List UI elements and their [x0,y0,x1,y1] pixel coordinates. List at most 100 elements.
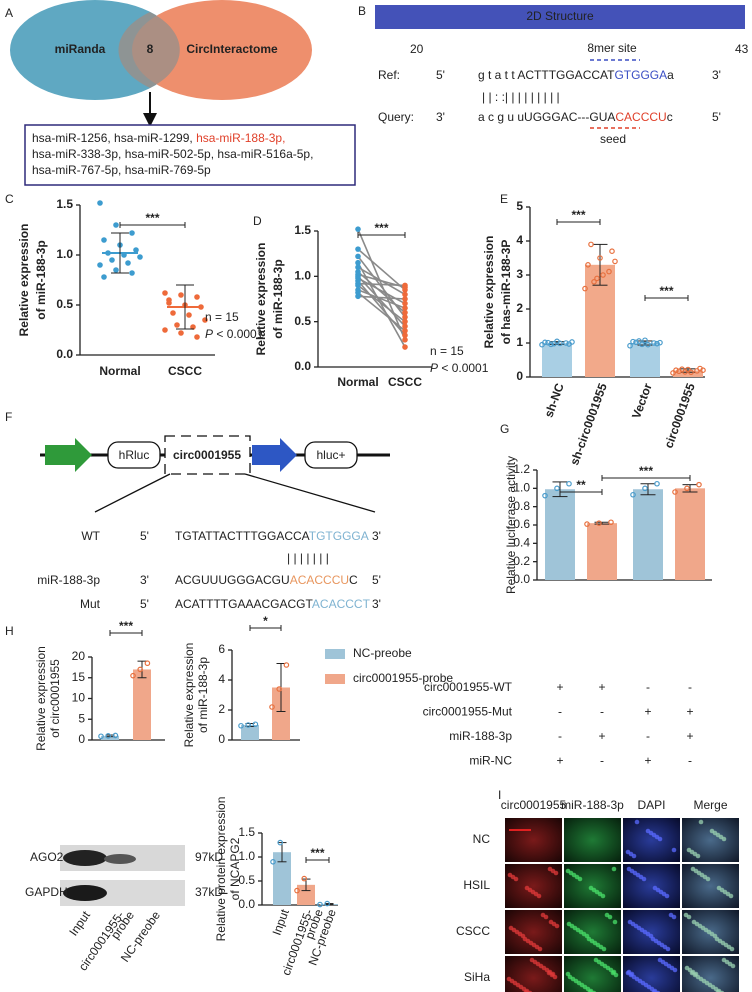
point [283,662,290,668]
cell-dot [566,921,572,927]
bar [297,884,315,905]
size-label: 37kD [195,885,223,899]
cell-dot [593,957,599,963]
point [630,338,636,345]
sequence-part: ACATTTTGAAACGACGT [175,597,313,611]
venn-right [132,0,312,100]
sequence-part: TGTATTACTTTGGACCA [175,529,310,543]
point [402,305,408,311]
cell-dot [604,912,610,918]
sequence-part: a [667,68,674,82]
micrograph [564,910,621,954]
y-tick-label: 0.0 [294,359,311,373]
cell-dot [683,912,689,918]
cell-dot [529,957,535,963]
cell-dot [506,976,512,982]
significance-label: *** [571,208,585,222]
position: 43 [735,42,749,56]
micrograph [682,818,739,862]
point [657,339,663,346]
y-tick-label: 5 [516,199,523,213]
cell-dot [540,912,546,918]
point [402,282,408,289]
bar [133,669,151,740]
sequence-part: a c g u uUGGGAC---GUA [478,110,615,124]
point [355,253,361,260]
note: n = 15 [205,310,239,324]
point [606,268,612,275]
sequence-part: TGTGGGA [309,529,369,543]
point [133,247,139,253]
point [402,291,408,298]
note-text: < 0.0001 [438,361,489,375]
row-label: circ0001955-WT [424,680,513,694]
zoom-line [244,473,376,513]
hrluc-box [107,441,161,469]
point [162,327,168,333]
point [685,366,691,373]
y-tick-label: 1.2 [513,462,530,476]
point [700,367,706,374]
point [355,259,361,266]
cell-dot [634,819,640,825]
cell-dot [546,970,552,976]
cell-dot [686,847,692,853]
row-label: miR-NC [469,754,512,768]
point [97,200,103,206]
sign: - [688,680,692,694]
point [679,366,685,372]
y-tick-label: 0.2 [513,554,530,568]
sign: - [646,729,650,743]
point [144,660,151,667]
cell-dot [668,912,674,918]
y-tick-label: 1.0 [238,849,255,863]
cell-dot [645,828,651,834]
image-grid [505,818,739,992]
sign: - [646,680,650,694]
circ-box [164,435,251,475]
mirna-list: hsa-miR-1256, hsa-miR-1299, hsa-miR-188-… [32,131,285,145]
band [63,885,107,901]
point [162,290,168,296]
sequence: a c g u uUGGGAC---GUACACCCUc [478,110,673,124]
column-label: DAPI [637,798,665,812]
row-label: HSIL [463,878,490,892]
y-tick-label: 1.0 [56,247,73,261]
point [317,901,323,908]
y-tick-label: 4 [218,672,225,686]
panel-label: D [253,214,262,228]
cell-dot [547,866,553,872]
point [252,721,259,728]
column-label: miR-188-3p [561,798,624,812]
y-axis-label: Relative expression [34,646,48,751]
pair-line [357,282,406,287]
y-tick-label: 0.6 [513,517,530,531]
structure-bar [375,5,745,29]
y-axis-label: of miR-188-3p [271,259,285,338]
end-label: 3' [436,110,445,124]
pair-line [357,289,406,309]
end-label: 5' [140,597,149,611]
point [630,491,636,498]
y-axis-label: Relative luciferase activity [504,456,518,594]
point [194,334,200,340]
mirna-list: hsa-miR-338-3p, hsa-miR-502-5p, hsa-miR-… [32,147,313,161]
point [174,322,180,328]
point [402,327,408,334]
cell-dot [651,989,657,992]
point [696,481,702,488]
column-label: circ0001955 [501,798,567,812]
point [101,274,107,280]
point [612,258,618,265]
x-tick-label: Vector [629,381,655,421]
sign: + [644,705,651,719]
point [294,887,300,894]
panel-label: F [5,410,12,424]
sequence-part: ACACCCU [290,573,349,587]
point [642,485,648,492]
significance-label: * [263,614,268,628]
pair-line [357,280,406,336]
end-label: 5' [140,529,149,543]
sequence: ACGUUUGGGACGUACACCCUC [175,573,358,587]
point [566,480,572,487]
